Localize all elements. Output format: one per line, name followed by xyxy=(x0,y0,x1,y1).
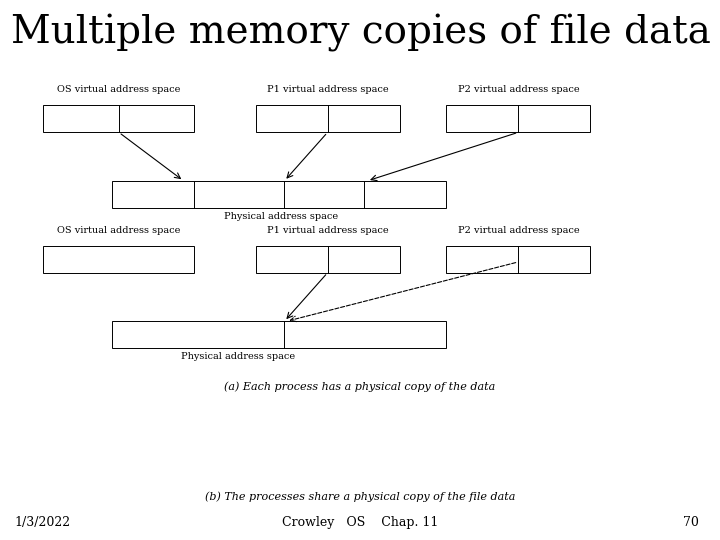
Text: Crowley   OS    Chap. 11: Crowley OS Chap. 11 xyxy=(282,516,438,529)
Text: P2 virtual address space: P2 virtual address space xyxy=(458,226,579,235)
Bar xyxy=(112,321,446,348)
Text: Physical address space: Physical address space xyxy=(224,212,338,221)
Bar xyxy=(112,181,446,208)
Bar xyxy=(256,246,400,273)
Text: P1 virtual address space: P1 virtual address space xyxy=(267,85,388,94)
Text: (a) Each process has a physical copy of the data: (a) Each process has a physical copy of … xyxy=(225,381,495,392)
Bar xyxy=(446,246,590,273)
Bar xyxy=(256,105,400,132)
Text: P2 virtual address space: P2 virtual address space xyxy=(458,85,579,94)
Text: 1/3/2022: 1/3/2022 xyxy=(14,516,71,529)
Text: Physical address space: Physical address space xyxy=(181,352,294,361)
Text: 70: 70 xyxy=(683,516,698,529)
Text: OS virtual address space: OS virtual address space xyxy=(57,226,181,235)
Text: P1 virtual address space: P1 virtual address space xyxy=(267,226,388,235)
Text: OS virtual address space: OS virtual address space xyxy=(57,85,181,94)
Bar xyxy=(43,105,194,132)
Bar xyxy=(446,105,590,132)
Text: (b) The processes share a physical copy of the file data: (b) The processes share a physical copy … xyxy=(204,491,516,502)
Bar xyxy=(43,246,194,273)
Text: Multiple memory copies of file data: Multiple memory copies of file data xyxy=(11,14,711,51)
